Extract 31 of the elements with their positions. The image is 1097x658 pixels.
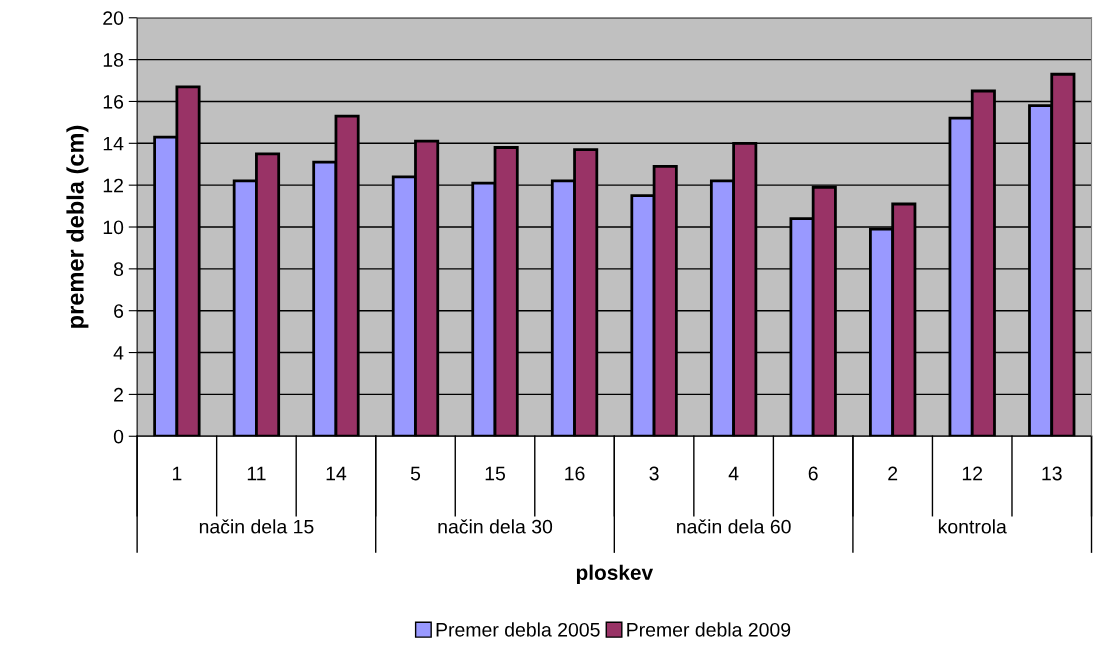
y-tick-label: 4 — [113, 346, 124, 360]
y-tick-label: 6 — [114, 304, 124, 318]
y-tick-label: 0 — [113, 429, 124, 444]
x-tick-label: 5 — [410, 466, 421, 481]
y-tick-label: 12 — [103, 178, 123, 193]
x-tick-label: 13 — [1042, 466, 1062, 481]
legend-label: Premer debla 2005 — [436, 622, 600, 637]
text: način dela 30 — [438, 519, 553, 534]
x-tick-label: 6 — [808, 466, 818, 481]
x-tick-label: 3 — [649, 466, 659, 481]
x-tick-label: 11 — [247, 466, 266, 481]
y-tick-label: 10 — [103, 220, 124, 235]
x-tick-label: 16 — [565, 466, 585, 481]
x-tick-label: 12 — [962, 466, 983, 481]
y-tick-label: 2 — [114, 387, 123, 402]
text: način dela 15 — [199, 519, 314, 534]
x-tick-label: 14 — [326, 466, 347, 481]
text: kontrola — [938, 519, 1007, 534]
x-tick-label: 4 — [728, 466, 739, 481]
x-tick-label: 1 — [172, 466, 182, 481]
y-tick-label: 8 — [113, 262, 124, 277]
y-tick-label: 18 — [103, 53, 124, 67]
y-tick-label: 14 — [103, 136, 124, 151]
y-tick-label: 20 — [103, 11, 124, 25]
y-tick-label: 16 — [103, 94, 124, 109]
x-tick-label: 2 — [888, 466, 898, 481]
x-axis-title: ploskev — [576, 564, 654, 585]
legend-label: Premer debla 2009 — [627, 622, 791, 637]
x-tick-label: 15 — [485, 466, 506, 481]
y-axis-title: premer debla (cm) — [66, 125, 89, 328]
text: način dela 60 — [677, 519, 791, 534]
